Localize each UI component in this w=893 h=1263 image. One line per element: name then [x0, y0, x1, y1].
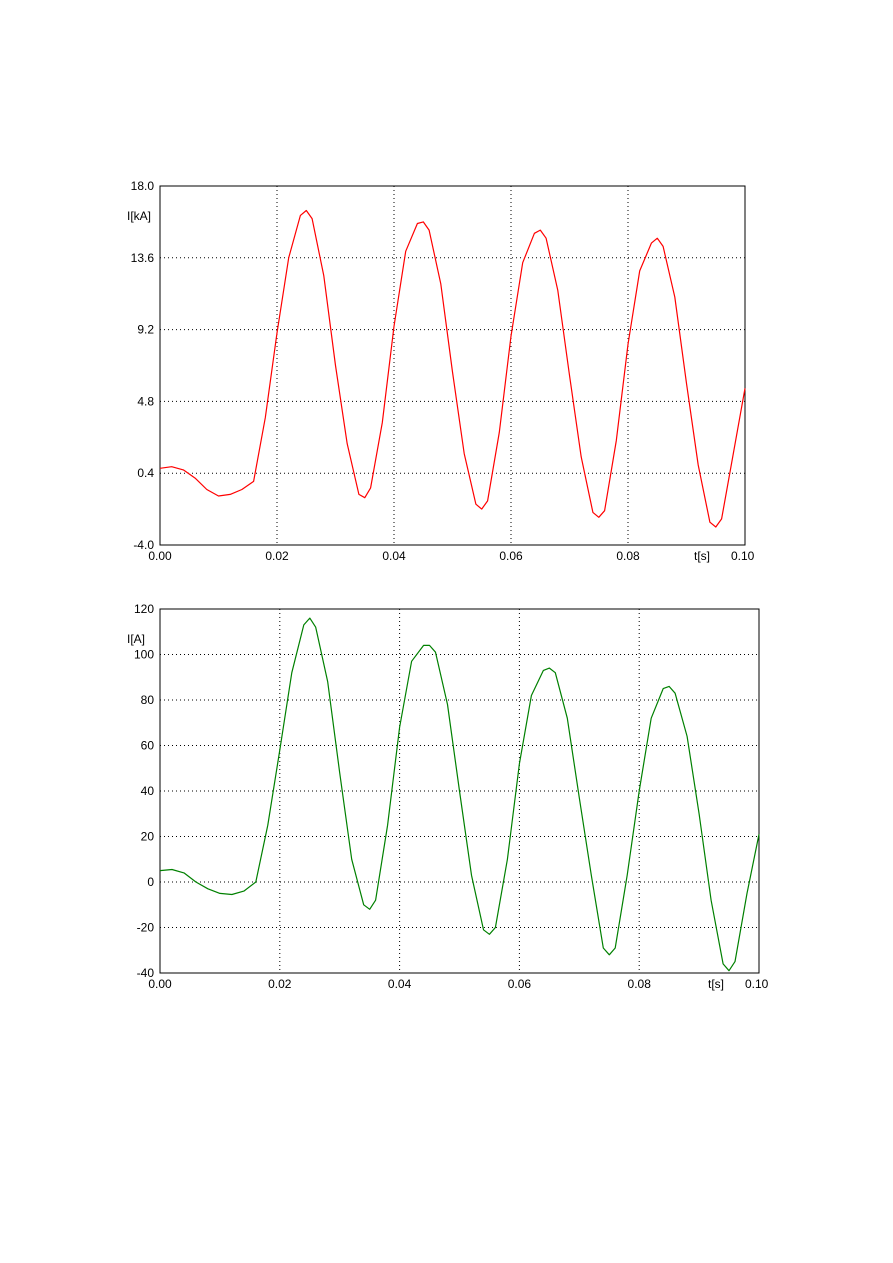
y-tick-label: 80: [141, 693, 155, 707]
y-tick-label: 120: [134, 602, 154, 616]
y-tick-label: -4.0: [133, 538, 154, 552]
series-line: [159, 617, 760, 972]
y-tick-label: 20: [141, 830, 155, 844]
y-tick-label: 0: [147, 875, 154, 889]
plot-frame: [159, 608, 760, 974]
plot-area: [160, 186, 745, 545]
y-tick-label: 60: [141, 739, 155, 753]
x-tick-label: 0.08: [628, 977, 652, 991]
series-line: [159, 209, 746, 528]
x-tick-label: 0.06: [508, 977, 532, 991]
y-tick-label: 40: [141, 784, 155, 798]
y-axis-label: I[kA]: [127, 209, 151, 223]
y-tick-label: 0.4: [137, 466, 154, 480]
x-tick-label: 0.00: [148, 977, 172, 991]
chart-current-ka: -4.0 0.4 4.8 9.2 13.6 18.0 0.00 0.02 0.04 0.06 0.0…: [127, 179, 755, 563]
y-tick-label: 9.2: [137, 323, 154, 337]
x-tick-label: 0.00: [148, 549, 172, 563]
y-tick-label: 4.8: [137, 394, 154, 408]
chart-current-a: -40 -20 0 20 40 60 80 100 120 0.00 0.02 0.04 0.06 0.0…: [127, 602, 769, 991]
x-tick-label: 0.10: [745, 977, 769, 991]
x-tick-label: 0.10: [731, 549, 755, 563]
x-tick-label: 0.08: [616, 549, 640, 563]
x-axis-label: t[s]: [708, 977, 724, 991]
y-tick-label: -40: [137, 966, 155, 980]
x-tick-label: 0.02: [268, 977, 292, 991]
plot-frame: [159, 185, 746, 546]
y-tick-label: 13.6: [131, 251, 155, 265]
x-tick-label: 0.02: [265, 549, 289, 563]
y-tick-label: -20: [137, 921, 155, 935]
y-tick-label: 100: [134, 648, 154, 662]
x-tick-label: 0.06: [499, 549, 523, 563]
x-tick-label: 0.04: [388, 977, 412, 991]
x-axis-label: t[s]: [694, 549, 710, 563]
y-axis-label: I[A]: [127, 632, 145, 646]
x-tick-label: 0.04: [382, 549, 406, 563]
y-tick-label: 18.0: [131, 179, 155, 193]
